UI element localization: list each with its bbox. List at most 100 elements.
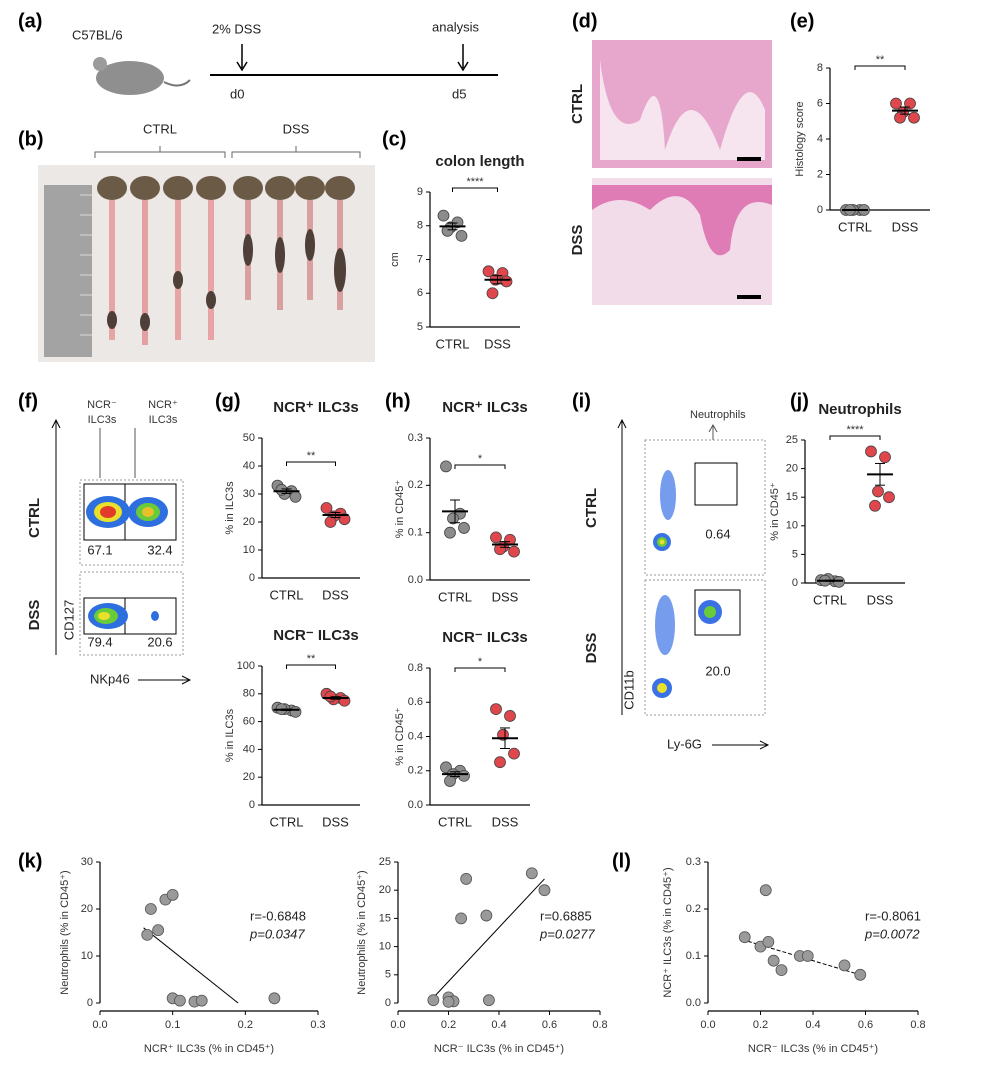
y-tick-label: 0 (249, 799, 255, 811)
significance-bracket (829, 435, 881, 440)
data-point (455, 229, 468, 242)
density (704, 606, 716, 618)
y-tick-label: 10 (379, 941, 391, 953)
significance-bracket (286, 664, 336, 669)
y-tick-label: 20 (243, 516, 255, 528)
annotation: r=0.6885 (540, 908, 592, 923)
x-axis-label: NCR⁻ ILC3s (% in CD45⁺) (748, 1043, 878, 1055)
data-point (504, 710, 516, 722)
chart-title: Neutrophils (818, 401, 901, 418)
data-point (883, 491, 895, 504)
y-tick-label: 30 (243, 488, 255, 500)
panel-letter: (d) (572, 10, 598, 32)
panel-letter: (c) (382, 128, 406, 150)
y-axis-label: cm (389, 252, 401, 267)
data-point (508, 747, 520, 760)
y-tick-label: 0.2 (408, 765, 423, 777)
y-tick-label: 20 (379, 884, 391, 896)
data-point (144, 903, 157, 915)
panel-letter: (k) (18, 850, 42, 872)
gate (83, 483, 177, 541)
data-point (767, 954, 780, 967)
panel-letter: (j) (790, 390, 809, 412)
x-tick-label: CTRL (838, 219, 872, 234)
y-tick-label: 100 (237, 660, 255, 672)
scale-bar (737, 295, 761, 299)
y-tick-label: 0.2 (686, 903, 701, 915)
y-tick-label: 0.2 (408, 479, 423, 491)
data-point (838, 959, 851, 972)
data-point (444, 526, 456, 539)
x-tick-label: 0.2 (441, 1019, 456, 1031)
x-tick-label: DSS (867, 592, 894, 607)
annotation: r=-0.6848 (250, 908, 306, 923)
row-label: CTRL (583, 488, 600, 528)
x-tick-label: 0.1 (165, 1019, 180, 1031)
y-tick-label: 25 (786, 434, 798, 446)
density (659, 539, 665, 545)
treatment: 2% DSS (212, 21, 261, 36)
data-point (879, 451, 891, 464)
y-tick-label: 0 (87, 997, 93, 1009)
x-axis-label: NCR⁺ ILC3s (% in CD45⁺) (144, 1043, 274, 1055)
annotation: p=0.0277 (539, 926, 595, 941)
y-tick-label: 15 (786, 491, 798, 503)
data-point (494, 756, 506, 769)
y-tick-label: 0 (792, 577, 798, 589)
significance-bracket (286, 461, 336, 466)
significance: * (478, 453, 483, 465)
data-point (427, 994, 440, 1007)
y-tick-label: 0 (817, 204, 823, 216)
x-tick-label: 0.8 (910, 1019, 925, 1031)
gate (83, 597, 177, 635)
y-tick-label: 2 (817, 168, 823, 180)
y-tick-label: 6 (817, 97, 823, 109)
group-label: DSS (283, 121, 310, 136)
data-point (508, 545, 520, 558)
colons (97, 176, 355, 345)
data-point (908, 111, 920, 124)
y-tick-label: 7 (417, 253, 423, 265)
trend-line (427, 878, 545, 1004)
data-point (525, 867, 538, 880)
x-tick-label: 0.4 (491, 1019, 506, 1031)
data-point (268, 992, 281, 1005)
y-axis-label: Histology score (794, 101, 806, 176)
x-tick-label: 0.8 (592, 1019, 607, 1031)
gate-percentage: 20.6 (147, 634, 172, 649)
data-point (833, 575, 845, 588)
day-label: d5 (452, 86, 466, 101)
trend-line (143, 927, 239, 1004)
y-tick-label: 50 (243, 432, 255, 444)
significance-bracket (854, 65, 906, 70)
x-tick-label: DSS (492, 814, 519, 829)
data-point (195, 994, 208, 1007)
y-axis-label: % in CD45⁺ (394, 480, 406, 539)
annotation: p=0.0072 (864, 926, 920, 941)
y-tick-label: 10 (243, 544, 255, 556)
panel-letter: (e) (790, 10, 814, 32)
data-point (490, 531, 502, 544)
significance: ** (307, 450, 316, 462)
y-tick-label: 0.6 (408, 696, 423, 708)
y-axis-label: % in ILC3s (224, 708, 236, 762)
x-tick-label: 0.3 (310, 1019, 325, 1031)
flow-neutrophils: Neutrophils 0.64 20.0 CTRL DSS CD11b Ly-… (583, 409, 770, 751)
density (98, 612, 110, 620)
y-tick-label: 8 (417, 220, 423, 232)
data-point (174, 994, 186, 1007)
axis-label: Ly-6G (667, 736, 702, 751)
gate-label: NCR⁺ (148, 399, 178, 411)
significance-bracket (454, 464, 506, 469)
gate (694, 462, 738, 506)
data-point (854, 968, 867, 981)
y-axis-label: % in CD45⁺ (769, 482, 781, 541)
colon-photo: CTRL DSS (38, 121, 375, 362)
density (657, 683, 667, 693)
data-point (865, 445, 877, 458)
y-tick-label: 0.0 (686, 997, 701, 1009)
density (151, 611, 159, 621)
data-point (490, 703, 502, 715)
row-label: CTRL (26, 498, 43, 538)
